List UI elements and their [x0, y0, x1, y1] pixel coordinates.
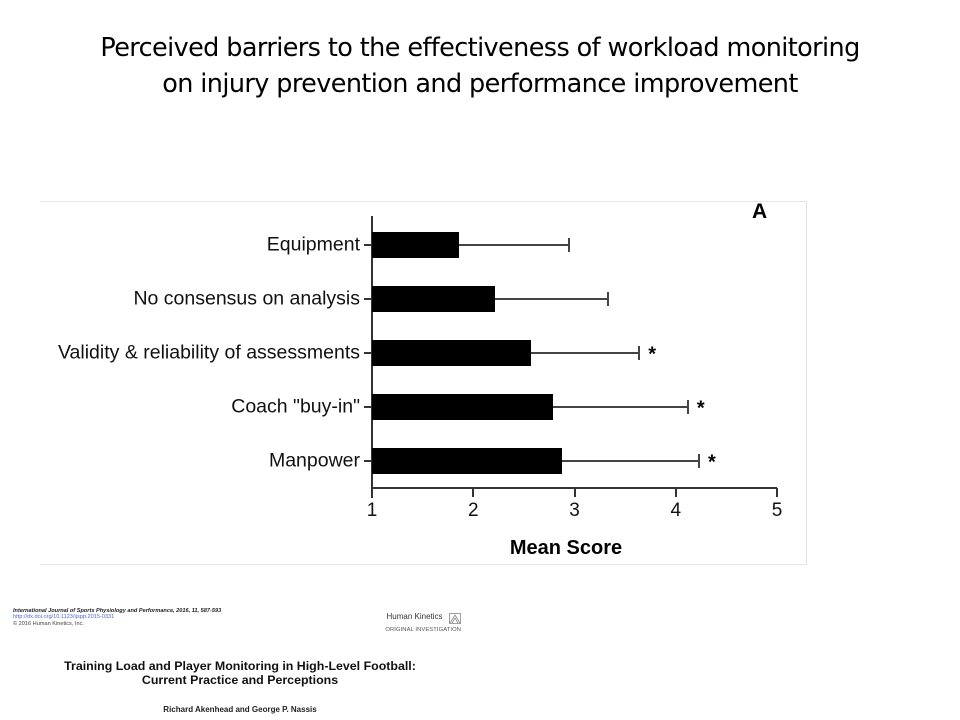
- error-bar-line: [553, 406, 688, 408]
- error-bar-line: [530, 352, 640, 354]
- y-tick: [364, 352, 372, 354]
- paper-authors: Richard Akenhead and George P. Nassis: [163, 705, 317, 714]
- publisher-block: Human Kinetics ORIGINAL INVESTIGATION: [375, 608, 461, 633]
- error-bar-cap: [568, 238, 571, 252]
- bar[interactable]: [372, 232, 460, 258]
- error-bar-cap: [686, 400, 689, 414]
- error-bar-line: [562, 460, 700, 462]
- slide-title-line-2: on injury prevention and performance imp…: [162, 69, 798, 99]
- copyright-line: © 2016 Human Kinetics, Inc.: [13, 620, 84, 627]
- paper-title: Training Load and Player Monitoring in H…: [0, 659, 480, 687]
- chart-image-frame: [40, 201, 807, 565]
- category-label: Manpower: [268, 449, 360, 472]
- bar[interactable]: [372, 340, 531, 366]
- significance-marker: *: [648, 343, 657, 366]
- x-tick: [674, 488, 677, 497]
- x-axis-title: Mean Score: [509, 537, 623, 559]
- category-label: Equipment: [266, 233, 360, 256]
- x-tick-label: 1: [366, 500, 378, 521]
- x-tick-label: 2: [467, 500, 479, 521]
- doi-link[interactable]: http://dx.doi.org/10.1123/ijspp.2015-033…: [13, 614, 115, 621]
- publisher-name: Human Kinetics: [386, 612, 443, 622]
- y-tick: [364, 406, 372, 408]
- x-tick-label: 3: [569, 500, 580, 521]
- significance-marker: *: [696, 397, 705, 420]
- x-tick: [776, 488, 778, 497]
- journal-line: International Journal of Sports Physiolo…: [13, 608, 222, 614]
- y-tick: [364, 244, 372, 246]
- bar[interactable]: [372, 394, 554, 420]
- journal-citation: International Journal of Sports Physiolo…: [13, 608, 221, 627]
- category-label: Validity & reliability of assessments: [57, 341, 360, 364]
- x-tick-label: 5: [771, 500, 783, 521]
- slide-title-line-1: Perceived barriers to the effectiveness …: [100, 33, 860, 63]
- y-tick: [364, 460, 372, 462]
- error-bar-cap: [698, 454, 701, 468]
- error-bar-cap: [606, 292, 609, 306]
- category-label: No consensus on analysis: [133, 287, 360, 310]
- publisher-logo-icon: [449, 611, 461, 625]
- error-bar-cap: [638, 346, 641, 360]
- article-type: ORIGINAL INVESTIGATION: [385, 627, 461, 633]
- significance-marker: *: [708, 451, 716, 474]
- x-tick-label: 4: [670, 500, 682, 521]
- bar[interactable]: [372, 286, 495, 312]
- x-tick: [472, 488, 475, 497]
- error-bar-line: [459, 244, 570, 246]
- error-bar-line: [494, 298, 608, 300]
- panel-label: A: [752, 200, 768, 223]
- category-label: Coach "buy-in": [231, 395, 360, 418]
- x-tick: [371, 488, 373, 497]
- paper-title-line-2: Current Practice and Perceptions: [141, 673, 339, 687]
- paper-title-line-1: Training Load and Player Monitoring in H…: [64, 659, 416, 673]
- x-tick: [573, 488, 576, 497]
- slide-title: Perceived barriers to the effectiveness …: [0, 30, 960, 102]
- bar[interactable]: [372, 448, 563, 474]
- y-tick: [364, 298, 372, 300]
